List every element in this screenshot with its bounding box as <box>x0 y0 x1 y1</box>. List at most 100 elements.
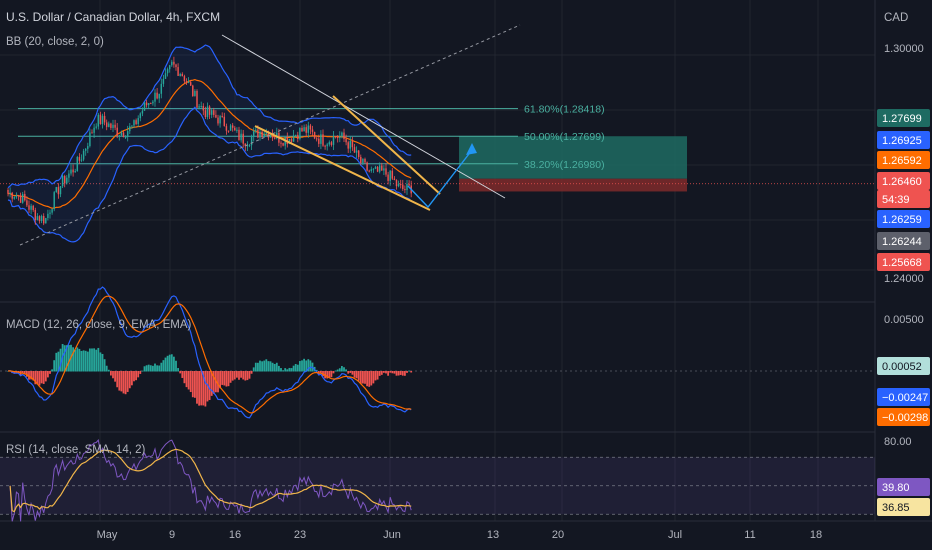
candle-body <box>271 134 274 138</box>
macd-tick-0: 0.00500 <box>884 314 924 326</box>
rsi-pane[interactable] <box>0 438 875 522</box>
candle-body <box>59 186 62 195</box>
macd-legend[interactable]: MACD (12, 26, close, 9, EMA, EMA) <box>6 319 192 331</box>
macd-hist-bar <box>126 371 129 392</box>
candle-body <box>112 124 114 128</box>
macd-line <box>7 286 412 419</box>
candle-body <box>91 132 93 134</box>
candle-body <box>9 192 11 194</box>
price-badge-bg <box>877 478 930 496</box>
macd-hist-bar <box>391 371 394 374</box>
macd-hist-bar <box>181 371 184 378</box>
wedge-lower-line <box>254 125 431 211</box>
macd-hist-bar <box>271 362 274 372</box>
rsi-line <box>9 438 412 522</box>
candle-body <box>391 170 394 179</box>
macd-hist-bar <box>242 371 245 380</box>
time-axis[interactable]: May 9 16 23 Jun 13 20 Jul 11 18 <box>97 529 823 541</box>
candle-body <box>162 78 165 84</box>
macd-hist-bar <box>267 361 270 372</box>
time-tick-5: 13 <box>487 529 499 541</box>
price-pane[interactable]: 61.80%(1.28418) 50.00%(1.27699) 38.20%(1.2… <box>0 24 875 246</box>
macd-hist-bar <box>107 369 110 372</box>
macd-hist-bar <box>118 371 121 391</box>
candle-body <box>141 110 144 114</box>
macd-hist-bar <box>385 371 387 374</box>
candle-body <box>362 158 364 164</box>
candle-body <box>290 138 293 142</box>
macd-hist-bar <box>212 371 215 394</box>
candle-body <box>15 195 18 198</box>
bb-upper <box>7 44 412 189</box>
price-badge-bg <box>877 190 930 208</box>
macd-hist-bar <box>28 371 30 380</box>
candle-body <box>326 144 328 147</box>
macd-hist-bar <box>341 366 343 372</box>
candle-body <box>122 132 125 138</box>
macd-hist-bar <box>99 352 102 372</box>
candle-body <box>330 142 333 145</box>
candle-body <box>70 169 72 174</box>
candles <box>7 56 412 226</box>
macd-pane[interactable] <box>0 286 875 419</box>
macd-hist-bar <box>196 371 198 404</box>
candle-body <box>124 137 127 139</box>
macd-hist-bar <box>164 357 167 372</box>
macd-hist-bar <box>364 371 366 384</box>
candle-body <box>234 127 236 131</box>
macd-hist-bar <box>160 362 163 372</box>
candle-body <box>93 127 95 133</box>
macd-hist-bar <box>401 371 404 376</box>
macd-hist-bar <box>378 371 381 376</box>
candle-body <box>166 69 169 74</box>
symbol-title[interactable]: U.S. Dollar / Canadian Dollar, 4h, FXCM <box>6 10 220 24</box>
bb-legend[interactable]: BB (20, close, 2, 0) <box>6 36 104 48</box>
candle-body <box>343 132 345 140</box>
candle-body <box>294 134 297 136</box>
macd-hist-bar <box>141 370 144 372</box>
candle-body <box>53 192 55 210</box>
macd-hist-bar <box>332 371 335 374</box>
macd-hist-bar <box>359 371 362 384</box>
macd-hist-bar <box>147 364 150 372</box>
rsi-tick-0: 80.00 <box>884 436 912 448</box>
candle-body <box>402 184 404 190</box>
candle-body <box>383 168 385 171</box>
macd-hist-bar <box>158 365 161 372</box>
candle-body <box>336 136 339 139</box>
long-position-tool[interactable] <box>0 136 875 192</box>
candle-body <box>204 110 207 118</box>
macd-hist-bar <box>372 371 375 384</box>
candle-body <box>103 115 106 123</box>
candle-body <box>217 117 219 124</box>
candle-body <box>303 127 305 132</box>
macd-hist-bar <box>38 371 41 386</box>
candle-body <box>198 106 200 108</box>
candle-body <box>328 142 331 145</box>
candle-body <box>200 106 202 108</box>
macd-hist-bar <box>21 371 24 374</box>
candle-body <box>185 81 188 83</box>
price-badge-text: −0.00247 <box>882 392 928 404</box>
candle-body <box>101 115 104 125</box>
time-tick-6: 20 <box>552 529 564 541</box>
macd-hist-bar <box>231 371 234 381</box>
candle-body <box>87 146 89 149</box>
candle-body <box>273 137 276 139</box>
candle-body <box>196 90 198 108</box>
candle-body <box>57 187 60 195</box>
rsi-legend[interactable]: RSI (14, close, SMA, 14, 2) <box>6 444 146 456</box>
macd-hist-bar <box>227 371 230 387</box>
bb-lower <box>7 106 412 243</box>
candle-body <box>305 127 307 133</box>
candle-body <box>160 83 163 94</box>
macd-hist-bar <box>334 370 337 372</box>
macd-hist-bar <box>374 371 377 381</box>
candle-body <box>129 126 131 132</box>
candle-body <box>63 175 66 184</box>
macd-hist-bar <box>301 360 303 372</box>
candle-body <box>387 174 389 181</box>
fib-label-0: 61.80%(1.28418) <box>524 104 605 116</box>
macd-hist-bar <box>278 365 280 372</box>
